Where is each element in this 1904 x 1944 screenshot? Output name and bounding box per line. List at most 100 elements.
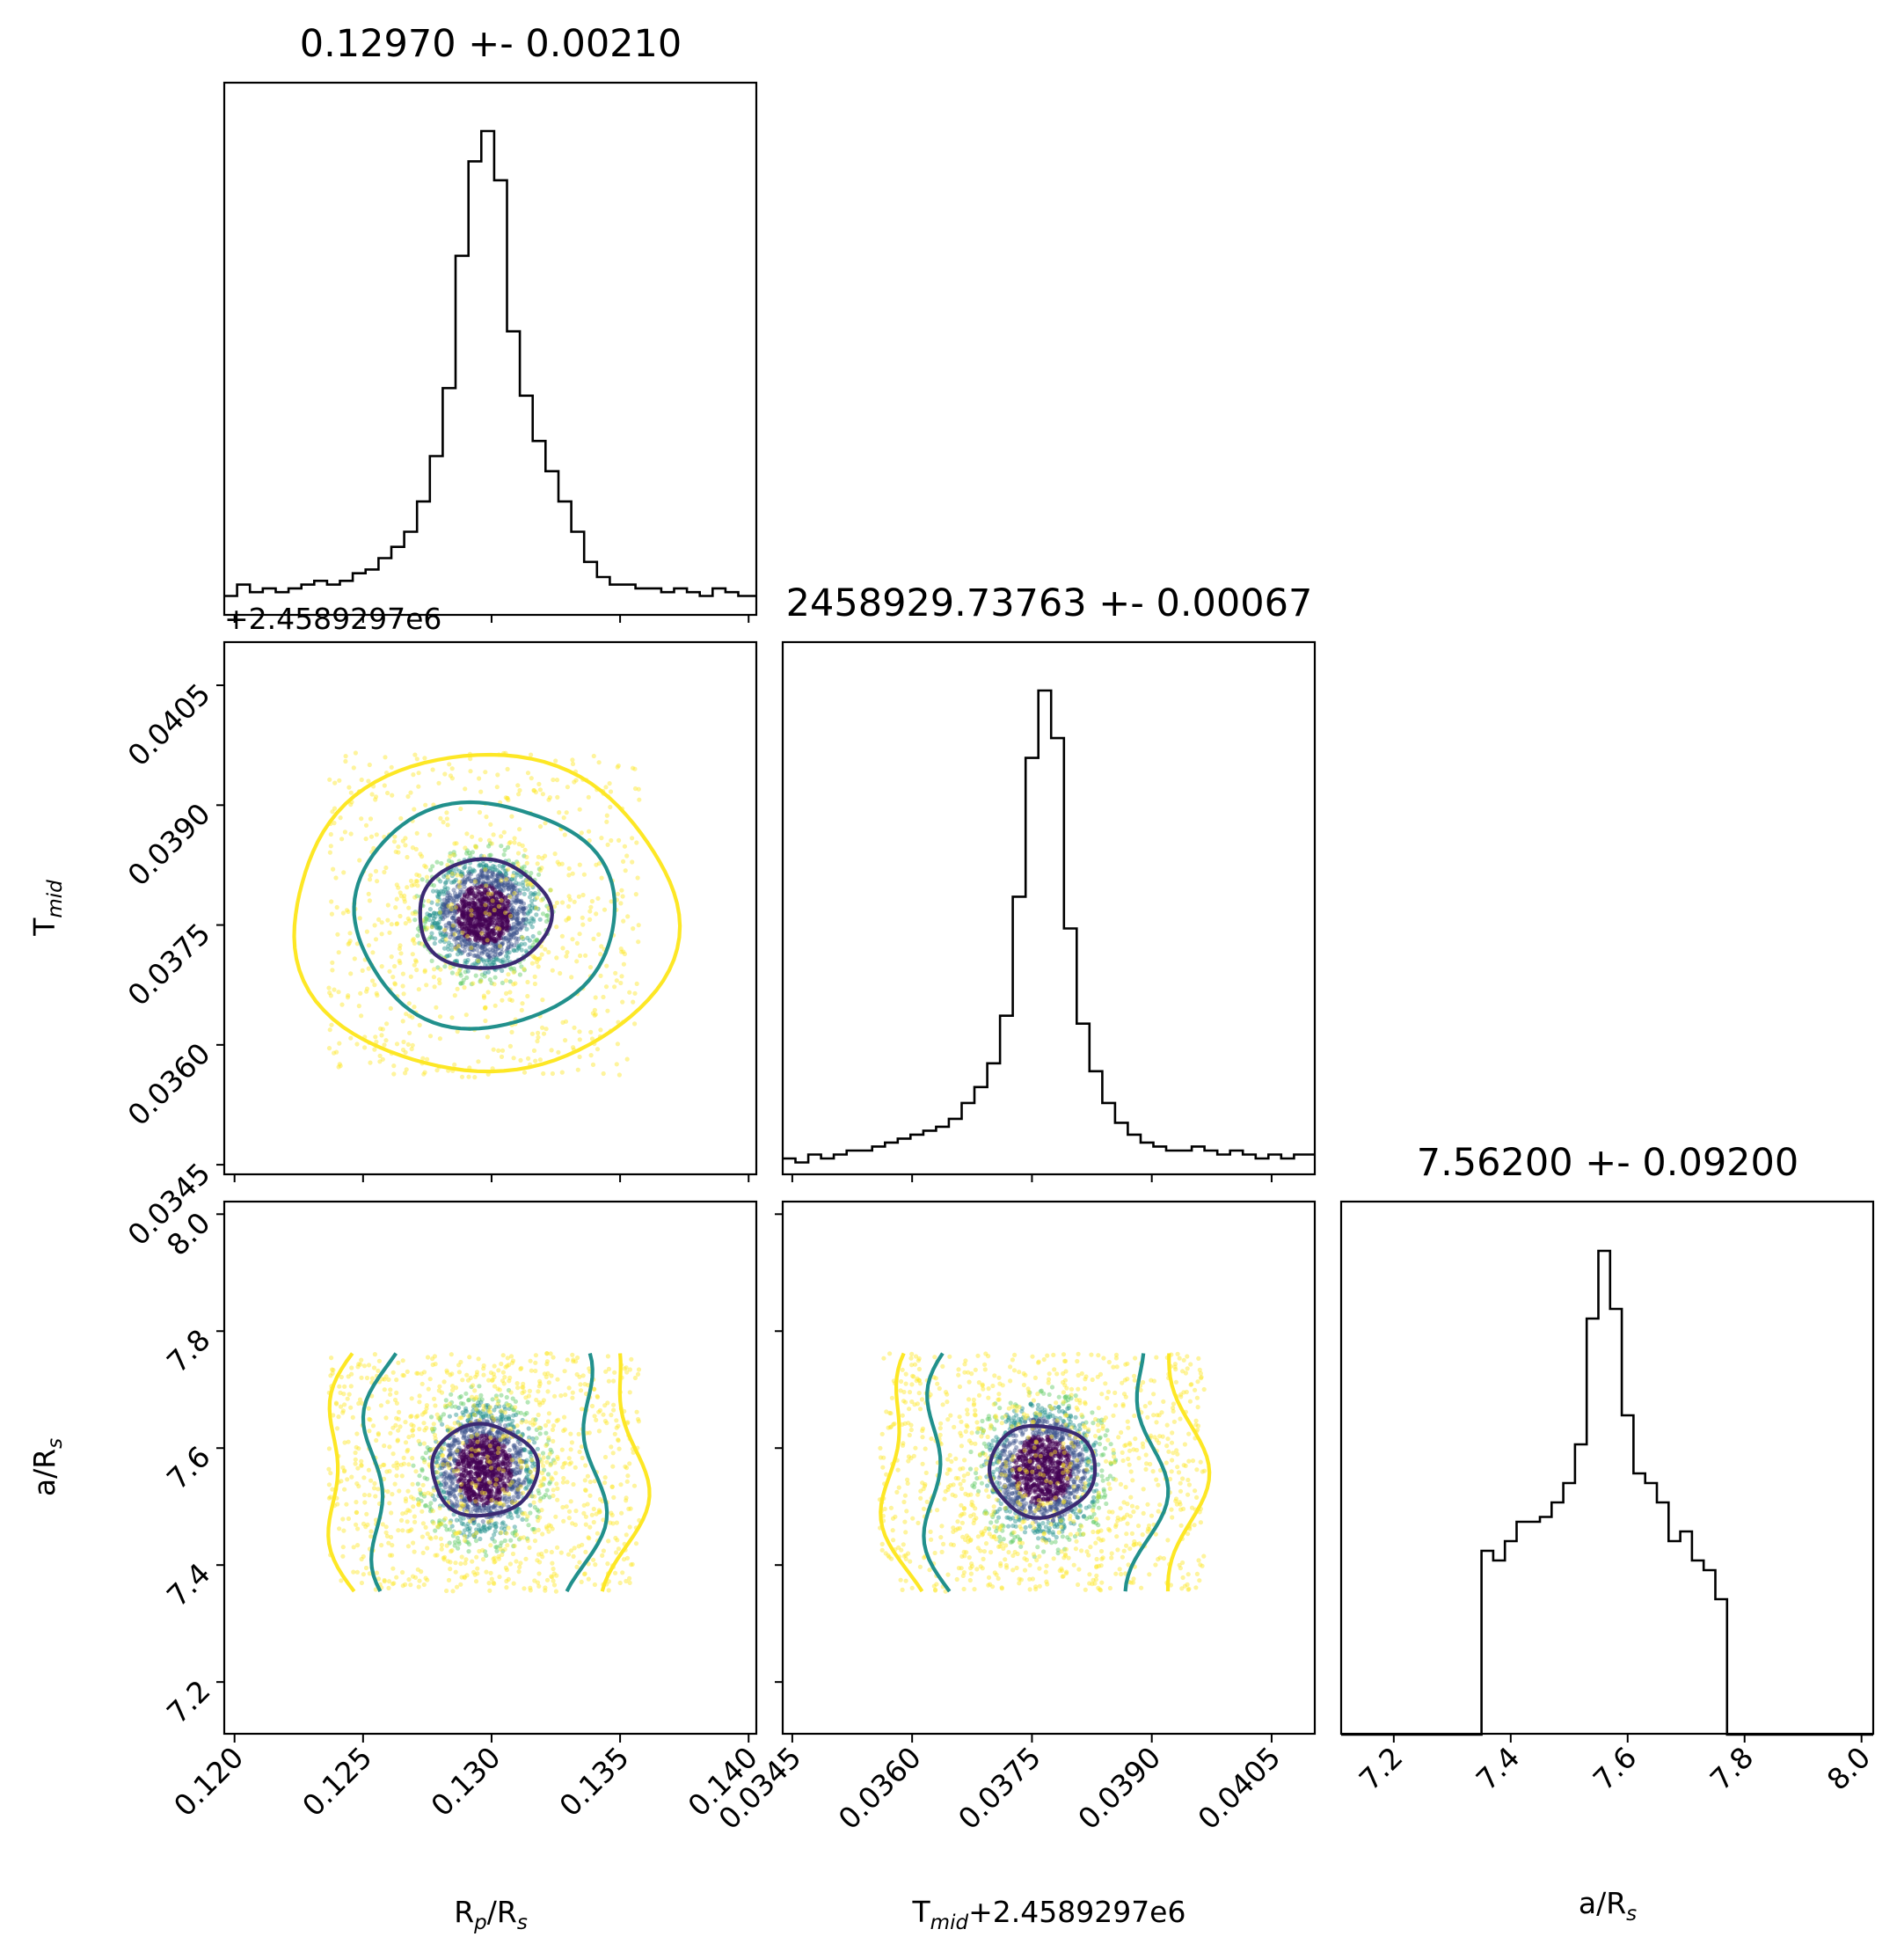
- sample-point: [449, 1518, 454, 1524]
- sample-point: [464, 848, 470, 853]
- sample-point: [496, 1368, 501, 1373]
- sample-point: [455, 927, 460, 932]
- sample-point: [506, 887, 511, 892]
- sample-point: [509, 1498, 515, 1503]
- sample-point: [446, 1462, 451, 1467]
- sample-point: [458, 1494, 464, 1500]
- sample-point: [527, 1477, 532, 1482]
- sample-point: [627, 990, 632, 995]
- sample-point: [514, 1464, 520, 1469]
- sample-point: [468, 853, 473, 859]
- sample-point: [450, 1589, 456, 1594]
- sample-point: [466, 1504, 471, 1509]
- sample-point: [388, 1392, 393, 1397]
- sample-point: [577, 1029, 582, 1034]
- sample-point: [456, 1461, 462, 1467]
- sample-point: [499, 881, 504, 887]
- sample-point: [470, 869, 475, 874]
- sample-point: [499, 941, 504, 946]
- sample-point: [439, 1546, 444, 1552]
- scatter-rprs-vs-ars: [326, 1351, 642, 1594]
- sample-point: [423, 916, 428, 921]
- sample-point: [471, 1534, 478, 1539]
- sample-point: [500, 1552, 505, 1558]
- sample-point: [479, 972, 485, 977]
- sample-point: [494, 1548, 500, 1553]
- offset-text-tmid-y: +2.4589297e6: [224, 602, 441, 636]
- sample-point: [374, 832, 379, 837]
- sample-point: [518, 904, 523, 910]
- sample-point: [345, 995, 351, 1000]
- sample-point: [495, 883, 500, 888]
- sample-point: [617, 1580, 623, 1586]
- sample-point: [512, 886, 517, 891]
- sample-point: [407, 1013, 412, 1019]
- sample-point: [551, 1423, 557, 1429]
- sample-point: [463, 1539, 469, 1545]
- sample-point: [489, 1415, 494, 1421]
- sample-point: [572, 1546, 577, 1551]
- sample-point: [497, 926, 502, 932]
- sample-point: [403, 843, 408, 848]
- sample-point: [495, 1429, 501, 1434]
- sample-point: [601, 1548, 607, 1553]
- sample-point: [430, 922, 435, 927]
- sample-point: [559, 1070, 565, 1075]
- sample-point: [437, 910, 442, 915]
- sample-point: [572, 899, 577, 904]
- sample-point: [621, 949, 626, 954]
- sample-point: [486, 913, 492, 918]
- sample-point: [546, 797, 551, 802]
- sample-point: [472, 879, 478, 884]
- sample-point: [468, 756, 473, 762]
- sample-point: [438, 925, 443, 931]
- sample-point: [419, 1381, 425, 1386]
- sample-point: [429, 931, 434, 936]
- sample-point: [423, 865, 428, 870]
- sample-point: [566, 894, 572, 899]
- sample-point: [441, 1517, 447, 1523]
- sample-point: [444, 932, 449, 937]
- sample-point: [427, 912, 433, 917]
- sample-point: [467, 1355, 472, 1360]
- sample-point: [351, 765, 356, 771]
- sample-point: [532, 955, 537, 961]
- sample-point: [476, 1523, 481, 1528]
- sample-point: [347, 785, 352, 790]
- sample-point: [514, 926, 520, 932]
- sample-point: [354, 941, 360, 946]
- sample-point: [434, 1470, 440, 1475]
- sample-point: [405, 1449, 410, 1454]
- sample-point: [455, 986, 460, 991]
- sample-point: [500, 873, 506, 878]
- sample-point: [333, 875, 339, 881]
- sample-point: [452, 932, 457, 937]
- sample-point: [551, 1493, 556, 1498]
- sample-point: [348, 1405, 354, 1410]
- sample-point: [504, 978, 509, 983]
- sample-point: [525, 979, 530, 985]
- sample-point: [425, 1577, 430, 1582]
- sample-point: [611, 1402, 616, 1407]
- sample-point: [402, 896, 407, 902]
- sample-point: [442, 771, 448, 777]
- sample-point: [480, 872, 485, 877]
- sample-point: [464, 831, 470, 837]
- sample-point: [437, 1503, 443, 1509]
- sample-point: [471, 867, 476, 873]
- sample-point: [508, 1538, 514, 1543]
- sample-point: [459, 897, 465, 903]
- sample-point: [512, 932, 517, 937]
- sample-point: [531, 788, 537, 793]
- sample-point: [519, 964, 524, 969]
- sample-point: [592, 1582, 598, 1588]
- sample-point: [592, 1414, 597, 1419]
- sample-point: [463, 1429, 469, 1434]
- sample-point: [501, 1457, 507, 1462]
- sample-point: [556, 1417, 561, 1422]
- sample-point: [614, 1418, 619, 1423]
- sample-point: [449, 908, 454, 913]
- sample-point: [454, 1449, 460, 1455]
- sample-point: [460, 871, 465, 877]
- sample-point: [478, 1505, 484, 1511]
